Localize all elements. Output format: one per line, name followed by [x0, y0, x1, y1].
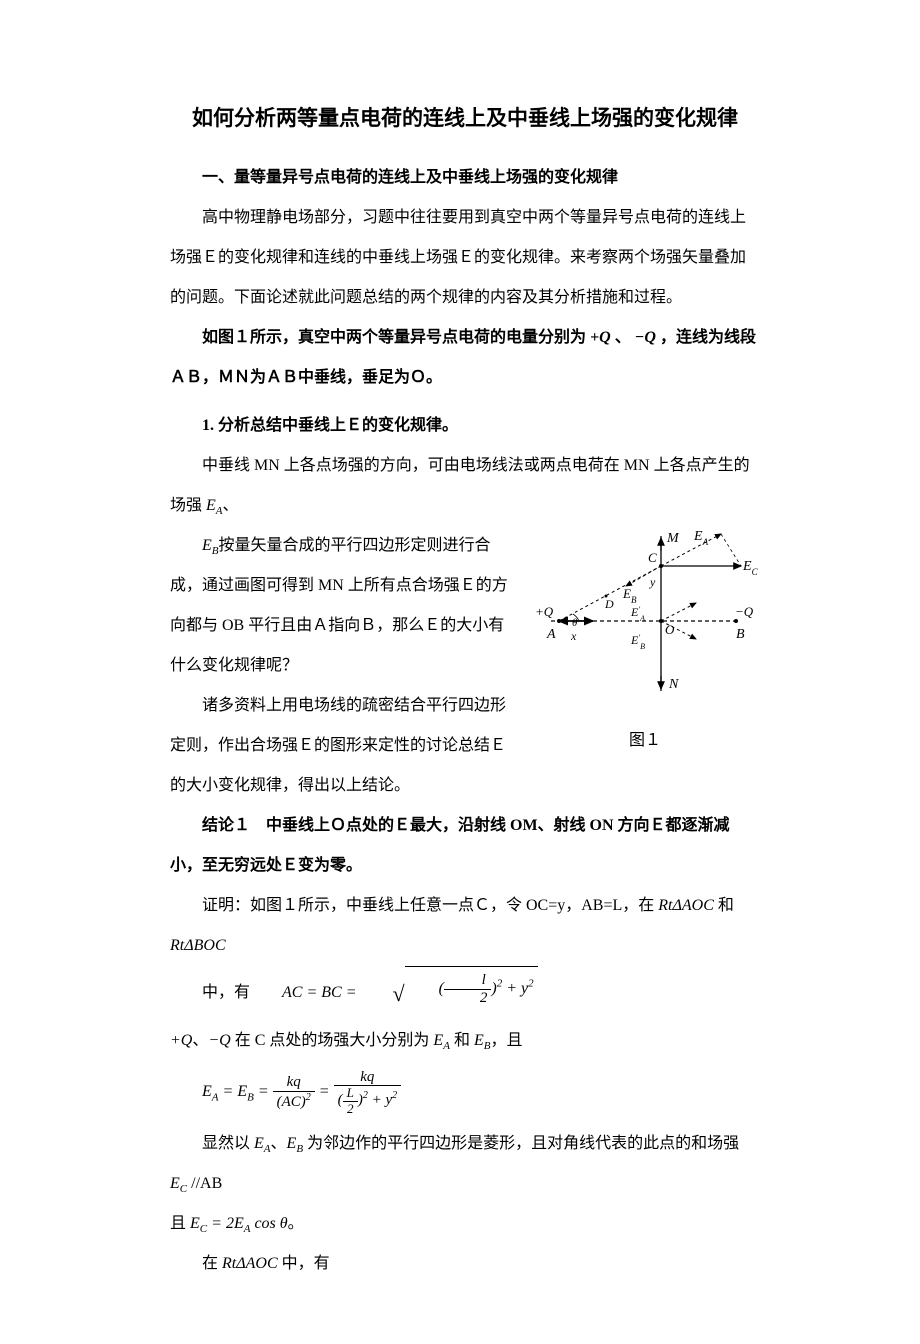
conclusion-1: 结论１ 中垂线上Ｏ点处的Ｅ最大，沿射线 OM、射线 ON 方向Ｅ都逐渐减小，至无… — [170, 806, 760, 886]
text: ，且 — [490, 1032, 522, 1049]
den-expand: (L2)2 + y2 — [334, 1086, 402, 1116]
text: 和 — [714, 897, 734, 914]
page-title: 如何分析两等量点电荷的连线上及中垂线上场强的变化规律 — [170, 100, 760, 138]
paragraph-ec-formula: 且 EC = 2EA cos θ。 — [170, 1204, 760, 1244]
label-EA: EA — [693, 529, 709, 547]
ec-sym: EC — [170, 1175, 187, 1192]
ec-equation: EC = 2EA cos θ — [190, 1215, 288, 1232]
label-C: C — [648, 550, 657, 565]
text: 和 — [450, 1032, 474, 1049]
frac-num: l — [444, 972, 492, 990]
ea-sym3: EA — [254, 1135, 271, 1152]
kq-num2: kq — [334, 1069, 402, 1087]
paragraph-mn-direction: 中垂线 MN 上各点场强的方向，可由电场线法或两点电荷在 MN 上各点产生的场强… — [170, 446, 760, 526]
label-minusQ: −Q — [735, 604, 754, 619]
paragraph-in-rt-aoc: 在 RtΔAOC 中，有 — [170, 1244, 760, 1284]
text: 中垂线 MN 上各点场强的方向，可由电场线法或两点电荷在 MN 上各点产生的场强 — [170, 457, 750, 514]
rt-boc: RtΔBOC — [170, 937, 226, 954]
text: 、 — [223, 497, 239, 514]
ac2-den: (AC)2 — [273, 1092, 315, 1111]
minus-q-symbol: −Q — [631, 329, 660, 346]
ac-bc-lhs: AC = BC = — [282, 984, 356, 1001]
plus-q: +Q — [170, 1032, 192, 1049]
rt-aoc-2: RtΔAOC — [222, 1255, 278, 1272]
proof-line-2: 中，有 AC = BC = √(l2)2 + y2 — [170, 966, 760, 1021]
figure-1-caption: 图１ — [530, 721, 760, 761]
text: 在 C 点处的场强大小分别为 — [231, 1032, 434, 1049]
label-y: y — [649, 575, 656, 589]
text: 中，有 — [278, 1255, 330, 1272]
label-A: A — [546, 627, 556, 642]
label-EpA: E'A — [630, 604, 645, 622]
text: 显然以 — [202, 1135, 254, 1152]
minus-q: −Q — [208, 1032, 230, 1049]
eb-sym2: EB — [474, 1032, 491, 1049]
label-B: B — [736, 627, 745, 642]
text: 。 — [288, 1215, 304, 1232]
text: 为邻边作的平行四边形是菱形，且对角线代表的此点的和场强 — [303, 1135, 739, 1152]
formula-ac-bc: AC = BC = √(l2)2 + y2 — [282, 984, 538, 1001]
eb-sym3: EB — [287, 1135, 304, 1152]
label-EC: EC — [742, 559, 759, 577]
subsection-1-heading: 1. 分析总结中垂线上Ｅ的变化规律。 — [170, 406, 760, 446]
text: 、 — [615, 329, 631, 346]
diagram-svg: M N A B C O D EA EB EC E'A E'B +Q −Q θ x… — [531, 526, 759, 701]
label-EpB: E'B — [630, 632, 645, 650]
label-N: N — [668, 677, 679, 692]
formula-ea-eb: EA = EB = kq (AC)2 = kq (L2)2 + y2 — [202, 1069, 760, 1116]
label-x: x — [570, 629, 577, 643]
text: 在 — [202, 1255, 222, 1272]
proof-opening: 证明：如图１所示，中垂线上任意一点Ｃ，令 OC=y，AB=L，在 RtΔAOC … — [170, 886, 760, 966]
paragraph-intro: 高中物理静电场部分，习题中往往要用到真空中两个等量异号点电荷的连线上场强Ｅ的变化… — [170, 198, 760, 318]
ea-sym2: EA — [433, 1032, 450, 1049]
label-EB: EB — [622, 586, 637, 605]
label-O: O — [665, 622, 675, 637]
text: 、 — [271, 1135, 287, 1152]
kq-num: kq — [273, 1074, 315, 1092]
text: 中，有 — [202, 984, 250, 1001]
eb-symbol: EB — [202, 537, 219, 554]
ea-symbol: EA — [202, 497, 223, 514]
plus-q-symbol: +Q — [586, 329, 615, 346]
figure-1: M N A B C O D EA EB EC E'A E'B +Q −Q θ x… — [530, 526, 760, 761]
paragraph-parallelogram: 显然以 EA、EB 为邻边作的平行四边形是菱形，且对角线代表的此点的和场强 EC… — [170, 1124, 760, 1204]
text: 、 — [192, 1032, 208, 1049]
label-D: D — [604, 597, 614, 611]
text: 且 — [170, 1215, 190, 1232]
section-1-heading: 一、量等量异号点电荷的连线上及中垂线上场强的变化规律 — [170, 158, 760, 198]
text: //AB — [187, 1175, 222, 1192]
label-theta: θ — [572, 617, 578, 629]
text: 证明：如图１所示，中垂线上任意一点Ｃ，令 OC=y，AB=L，在 — [202, 897, 658, 914]
text: 如图１所示，真空中两个等量异号点电荷的电量分别为 — [202, 329, 586, 346]
text: 按量矢量合成的平行四边形定则进行合成，通过画图可得到 MN 上所有点合场强Ｅ的方… — [170, 537, 508, 674]
rt-aoc: RtΔAOC — [658, 897, 714, 914]
label-M: M — [666, 531, 680, 546]
paragraph-figure-setup: 如图１所示，真空中两个等量异号点电荷的电量分别为 +Q 、 −Q ，连线为线段Ａ… — [170, 318, 760, 398]
frac-den: 2 — [444, 990, 492, 1007]
label-plusQ: +Q — [535, 604, 554, 619]
paragraph-charges-at-c: +Q、−Q 在 C 点处的场强大小分别为 EA 和 EB，且 — [170, 1021, 760, 1061]
